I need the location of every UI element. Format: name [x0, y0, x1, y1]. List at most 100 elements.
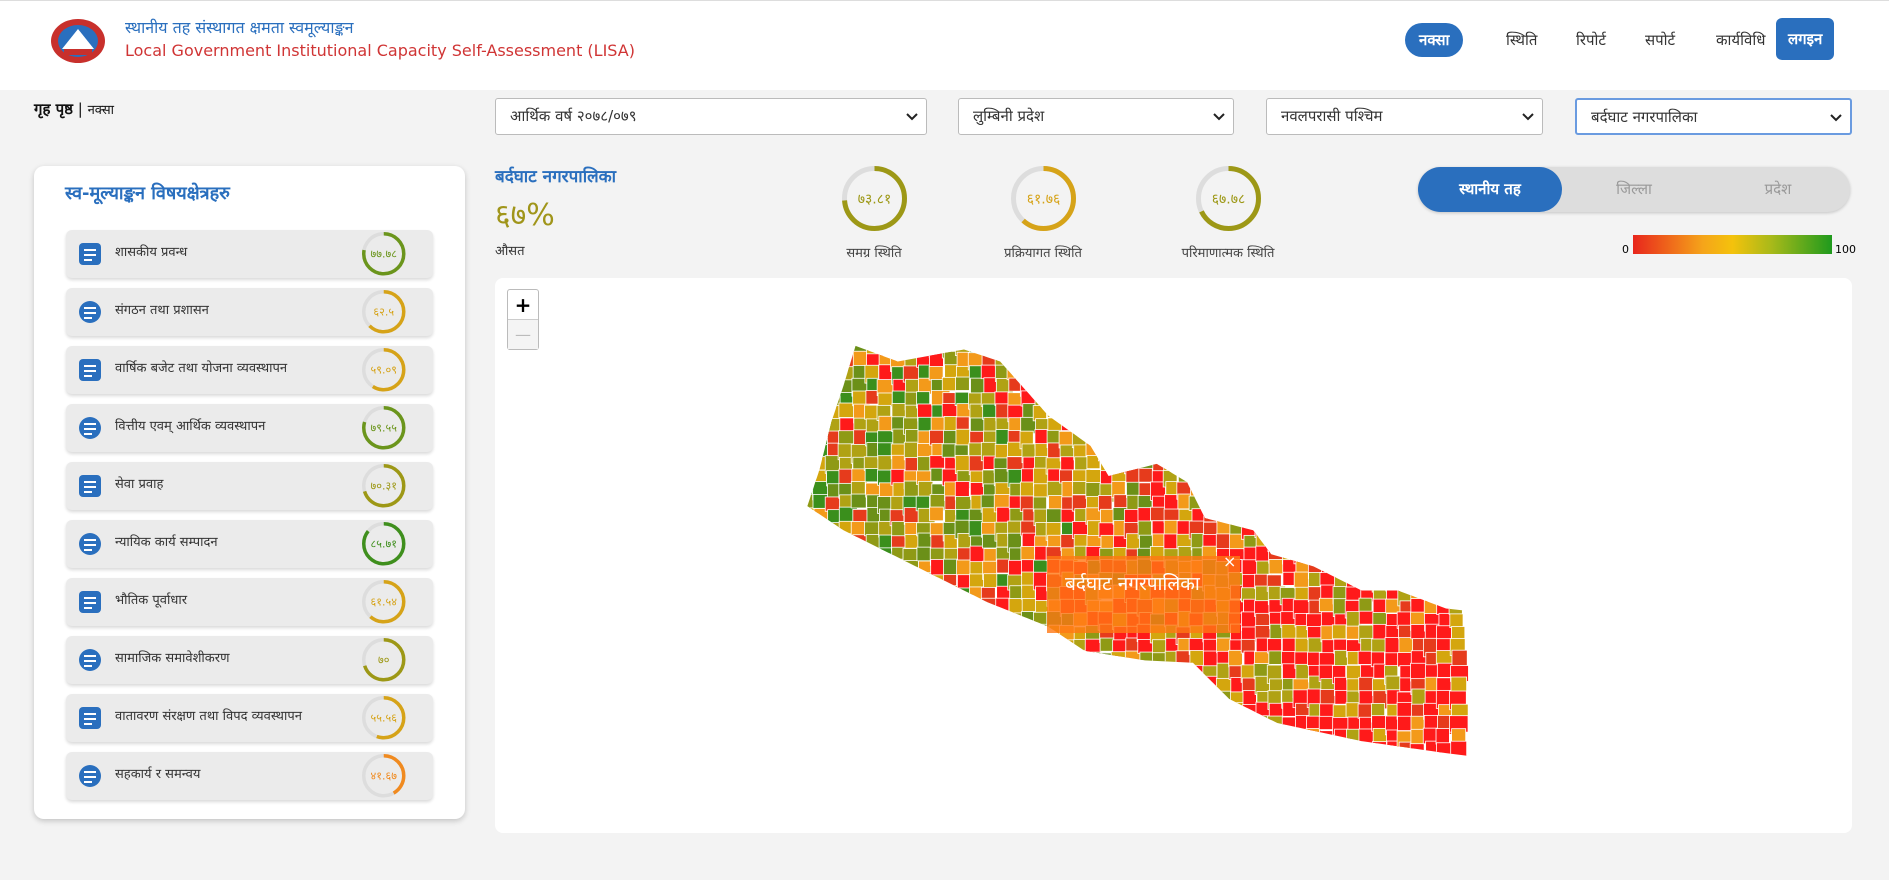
category-item[interactable]: वार्षिक बजेट तथा योजना व्यवस्थापन ५९.०९	[66, 346, 433, 394]
municipality	[1293, 546, 1308, 565]
municipality	[1345, 403, 1362, 418]
municipality	[811, 534, 828, 549]
nav-link[interactable]: स्थिति	[1506, 31, 1538, 49]
municipality	[839, 625, 856, 644]
dropdown-arrow	[1522, 113, 1534, 121]
municipality	[903, 625, 921, 643]
municipality	[1320, 415, 1335, 433]
category-item[interactable]: सहकार्य र समन्वय ४१.६७	[66, 752, 433, 800]
level-option[interactable]: जिल्ला	[1616, 180, 1652, 198]
municipality	[788, 691, 805, 708]
filter-select[interactable]: लुम्बिनी प्रदेश	[958, 98, 1234, 135]
municipality	[708, 651, 726, 668]
category-item[interactable]: वित्तीय एवम् आर्थिक व्यवस्थापन ७९.५५	[66, 404, 433, 452]
category-item[interactable]: शासकीय प्रवन्ध ७७.७८	[66, 230, 433, 278]
tooltip-close[interactable]: ×	[1223, 552, 1237, 571]
filter-select[interactable]: बर्दघाट नगरपालिका	[1575, 98, 1852, 135]
dropdown-arrow	[1213, 113, 1225, 121]
municipality	[775, 651, 791, 667]
municipality	[1410, 392, 1426, 411]
municipality	[1370, 417, 1387, 435]
municipality	[1228, 430, 1244, 446]
level-option[interactable]: प्रदेश	[1764, 180, 1792, 198]
login-button[interactable]: लगइन	[1776, 18, 1835, 60]
zoom-in[interactable]: +	[508, 290, 538, 320]
municipality	[807, 454, 820, 473]
municipality	[981, 611, 998, 627]
municipality	[787, 625, 802, 641]
nav-link[interactable]: रिपोर्ट	[1576, 31, 1606, 49]
category-item[interactable]: सामाजिक समावेशीकरण ७०	[66, 636, 433, 684]
municipality	[995, 663, 1016, 678]
nav-link[interactable]: कार्यविधि	[1716, 31, 1766, 49]
municipality	[710, 484, 724, 498]
nav-link[interactable]: नक्सा	[1405, 23, 1464, 57]
municipality	[1306, 392, 1322, 408]
municipality	[1240, 482, 1259, 500]
municipality	[773, 508, 787, 527]
category-score: ५९.०९	[362, 348, 406, 392]
category-item[interactable]: संगठन तथा प्रशासन ६२.५	[66, 288, 433, 336]
category-item[interactable]: वातावरण संरक्षण तथा विपद व्यवस्थापन ५५.५६	[66, 694, 433, 742]
municipality	[761, 652, 775, 667]
municipality	[955, 598, 976, 613]
municipality	[1009, 652, 1030, 672]
category-item[interactable]: भौतिक पूर्वाधार ६१.५४	[66, 578, 433, 626]
municipality	[773, 483, 788, 497]
municipality	[904, 677, 919, 697]
municipality	[1019, 639, 1038, 659]
filter-select[interactable]: नवलपरासी पश्चिम	[1266, 98, 1543, 135]
municipality	[1033, 727, 1051, 744]
sidebar-title: स्व-मूल्याङ्कन विषयक्षेत्रहरु	[65, 183, 230, 204]
municipality	[1308, 742, 1326, 760]
municipality	[918, 741, 936, 759]
municipality	[968, 742, 984, 761]
municipality	[865, 625, 881, 641]
municipality	[710, 430, 723, 448]
municipality	[1061, 366, 1081, 387]
municipality	[736, 497, 752, 516]
ring-arc	[362, 406, 406, 450]
municipality	[878, 345, 894, 354]
municipality	[1190, 455, 1207, 473]
municipality	[891, 716, 911, 734]
municipality	[1385, 573, 1402, 592]
municipality	[710, 417, 727, 432]
municipality	[1150, 677, 1169, 696]
category-item[interactable]: सेवा प्रवाह ७०.३१	[66, 462, 433, 510]
municipality	[1188, 495, 1209, 511]
municipality	[826, 365, 843, 384]
municipality	[1112, 390, 1127, 411]
municipality	[1399, 378, 1416, 395]
municipality	[1399, 442, 1419, 458]
municipality	[724, 339, 738, 358]
level-option[interactable]: स्थानीय तह	[1418, 167, 1562, 212]
category-label: सेवा प्रवाह	[115, 477, 164, 492]
municipality	[1215, 353, 1235, 371]
breadcrumb-home[interactable]: गृह पृष्ठ	[34, 100, 73, 118]
filter-select[interactable]: आर्थिक वर्ष २०७८/०७९	[495, 98, 927, 135]
municipality	[761, 717, 777, 731]
municipality	[864, 702, 884, 720]
municipality	[1188, 728, 1206, 743]
municipality	[1371, 546, 1389, 562]
municipality	[904, 345, 920, 354]
municipality	[1242, 365, 1260, 382]
municipality	[864, 547, 880, 562]
municipality	[1281, 716, 1298, 731]
zoom-out[interactable]: —	[508, 320, 538, 349]
municipality	[955, 623, 972, 640]
municipality	[723, 392, 737, 405]
nav-link[interactable]: सपोर्ट	[1645, 31, 1676, 49]
municipality	[1268, 506, 1287, 524]
municipality	[1203, 378, 1223, 397]
municipality	[852, 623, 869, 643]
municipality	[1292, 730, 1311, 749]
municipality	[711, 559, 726, 574]
municipality	[1034, 365, 1051, 386]
municipality	[905, 597, 922, 617]
municipality	[1399, 559, 1419, 575]
category-item[interactable]: न्यायिक कार्य सम्पादन ८५.७१	[66, 520, 433, 568]
municipality	[1176, 431, 1192, 448]
municipality	[723, 418, 737, 436]
